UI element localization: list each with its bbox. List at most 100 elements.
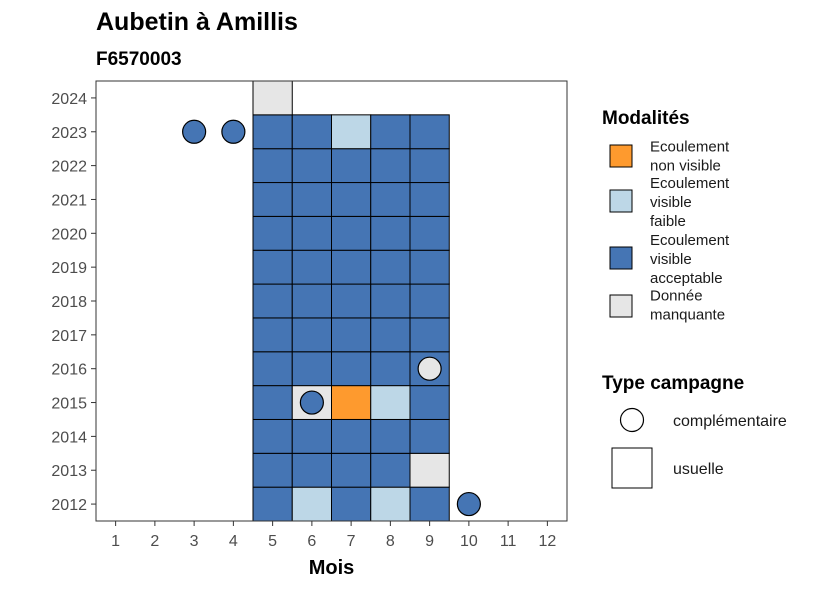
point-2015-6 xyxy=(299,390,324,415)
tile-2016-7 xyxy=(331,351,372,387)
tile-2023-8 xyxy=(370,114,411,150)
legend-key-nv xyxy=(609,144,633,168)
tile-2017-7 xyxy=(331,317,372,353)
tile-2016-6 xyxy=(291,351,332,387)
tile-2014-6 xyxy=(291,418,332,454)
tile-2020-5 xyxy=(252,215,293,251)
tile-2020-9 xyxy=(409,215,450,251)
x-tick-label-8: 8 xyxy=(386,533,395,550)
x-tick-label-6: 6 xyxy=(307,533,316,550)
tile-2014-5 xyxy=(252,418,293,454)
tile-2016-8 xyxy=(370,351,411,387)
x-axis: 1 2 3 4 5 6 7 8 9 10 11 12 xyxy=(111,521,556,550)
x-tick-label-7: 7 xyxy=(347,533,356,550)
y-tick-label-2023: 2023 xyxy=(51,125,87,142)
tile-2012-7 xyxy=(331,486,372,522)
y-tick-label-2014: 2014 xyxy=(51,429,87,446)
tile-2022-7 xyxy=(331,148,372,184)
tile-2020-8 xyxy=(370,215,411,251)
tile-2017-8 xyxy=(370,317,411,353)
x-tick-label-2: 2 xyxy=(150,533,159,550)
y-tick-label-2013: 2013 xyxy=(51,463,87,480)
tile-2014-7 xyxy=(331,418,372,454)
tile-2018-8 xyxy=(370,283,411,319)
legend-label-va: Ecoulement visible acceptable xyxy=(650,232,730,287)
tile-2012-5 xyxy=(252,486,293,522)
chart-title: Aubetin à Amillis xyxy=(96,8,298,36)
tile-2012-6 xyxy=(291,486,332,522)
tile-2020-7 xyxy=(331,215,372,251)
tile-2018-6 xyxy=(291,283,332,319)
tile-2012-8 xyxy=(370,486,411,522)
tile-2019-7 xyxy=(331,249,372,285)
y-tick-label-2015: 2015 xyxy=(51,396,87,413)
tile-2023-6 xyxy=(291,114,332,150)
y-tick-label-2024: 2024 xyxy=(51,91,87,108)
tile-2015-5 xyxy=(252,385,293,420)
tile-2018-9 xyxy=(409,283,450,319)
usuelle-tiles xyxy=(252,80,450,522)
tile-2017-5 xyxy=(252,317,293,353)
tile-2013-9 xyxy=(409,452,450,488)
y-tick-label-2022: 2022 xyxy=(51,159,87,176)
legend-key-comp xyxy=(619,407,645,433)
tile-2018-5 xyxy=(252,283,293,319)
point-2012-10 xyxy=(456,491,481,517)
x-tick-label-10: 10 xyxy=(460,533,478,550)
complementaire-points xyxy=(182,119,481,517)
y-tick-label-2019: 2019 xyxy=(51,260,87,277)
tile-2021-8 xyxy=(370,182,411,217)
legend-label-nv: Ecoulement non visible xyxy=(650,139,730,175)
y-tick-label-2018: 2018 xyxy=(51,294,87,311)
x-tick-label-12: 12 xyxy=(538,533,556,550)
point-2023-3 xyxy=(182,119,207,144)
x-tick-label-9: 9 xyxy=(425,533,434,550)
tile-2015-7 xyxy=(331,385,372,420)
tile-2022-6 xyxy=(291,148,332,184)
legend-key-va xyxy=(609,246,633,270)
tile-2019-8 xyxy=(370,249,411,285)
tile-2012-9 xyxy=(409,486,450,522)
tile-2021-5 xyxy=(252,182,293,217)
legend-key-usu xyxy=(611,447,653,489)
tile-2013-8 xyxy=(370,452,411,488)
tile-2015-8 xyxy=(370,385,411,420)
x-tick-label-5: 5 xyxy=(268,533,277,550)
tile-2013-6 xyxy=(291,452,332,488)
y-axis: 2012 2013 2014 2015 2016 2017 2018 2019 2020 2021… xyxy=(51,91,96,514)
tile-2024-5 xyxy=(252,80,293,116)
tile-2022-8 xyxy=(370,148,411,184)
legend-label-comp: complémentaire xyxy=(673,413,787,430)
x-tick-label-4: 4 xyxy=(229,533,238,550)
x-tick-label-11: 11 xyxy=(500,533,517,550)
x-tick-label-3: 3 xyxy=(190,533,199,550)
tile-2021-7 xyxy=(331,182,372,217)
point-2023-4 xyxy=(221,119,246,144)
tile-2021-6 xyxy=(291,182,332,217)
legend-type-campagne: Type campagne complémentaire usuelle xyxy=(602,373,787,489)
tile-2014-8 xyxy=(370,418,411,454)
tile-2023-9 xyxy=(409,114,450,150)
legend-key-vf xyxy=(609,189,633,213)
y-tick-label-2020: 2020 xyxy=(51,226,87,243)
legend-label-vf: Ecoulement visible faible xyxy=(650,175,730,230)
legend-campagne-title: Type campagne xyxy=(602,373,744,394)
tile-2021-9 xyxy=(409,182,450,217)
legend-modalites: Modalités Ecoulement non visibleEcoulemen… xyxy=(602,108,730,324)
chart-subtitle: F6570003 xyxy=(96,49,182,70)
tile-2018-7 xyxy=(331,283,372,319)
tile-2017-6 xyxy=(291,317,332,353)
tile-2023-5 xyxy=(252,114,293,150)
tile-2013-5 xyxy=(252,452,293,488)
y-tick-label-2021: 2021 xyxy=(51,192,87,209)
x-tick-label-1: 1 xyxy=(111,533,120,550)
tile-2013-7 xyxy=(331,452,372,488)
legend-label-usu: usuelle xyxy=(673,461,724,478)
y-tick-label-2017: 2017 xyxy=(51,328,87,345)
x-axis-title: Mois xyxy=(309,557,355,579)
tile-2019-5 xyxy=(252,249,293,285)
tile-2022-5 xyxy=(252,148,293,184)
tile-2017-9 xyxy=(409,317,450,353)
y-tick-label-2012: 2012 xyxy=(51,497,87,514)
